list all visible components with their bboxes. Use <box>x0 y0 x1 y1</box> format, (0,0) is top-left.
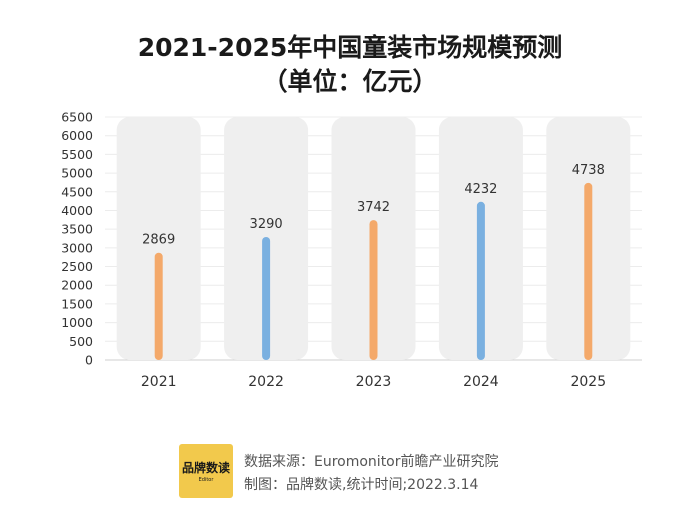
x-tick-label: 2025 <box>570 374 606 390</box>
brand-logo: 品牌数读 Editor <box>179 444 233 498</box>
x-tick-label: 2021 <box>141 374 177 390</box>
chart-title: 2021-2025年中国童装市场规模预测 <box>137 33 563 62</box>
source-note: 数据来源：Euromonitor前瞻产业研究院 <box>244 454 499 470</box>
y-tick-label: 6000 <box>61 128 93 143</box>
y-tick-label: 4500 <box>61 184 93 199</box>
y-tick-label: 2500 <box>61 259 93 274</box>
bar <box>584 182 593 360</box>
data-label: 3742 <box>357 200 390 215</box>
y-tick-label: 6500 <box>61 110 93 125</box>
y-tick-label: 500 <box>69 334 93 349</box>
data-label: 2869 <box>142 233 175 248</box>
bar <box>262 237 271 360</box>
y-tick-label: 0 <box>85 353 93 368</box>
y-tick-label: 1000 <box>61 315 93 330</box>
y-tick-label: 2000 <box>61 278 93 293</box>
x-tick-label: 2024 <box>463 374 499 390</box>
x-tick-label: 2022 <box>248 374 284 390</box>
y-tick-label: 1500 <box>61 296 93 311</box>
y-tick-label: 5000 <box>61 166 93 181</box>
bar <box>476 201 485 360</box>
brand-logo-text: 品牌数读 <box>181 461 230 475</box>
data-label: 4738 <box>572 163 605 178</box>
y-tick-label: 5500 <box>61 147 93 162</box>
brand-logo-subtext: Editor <box>198 477 214 483</box>
chart-subtitle: （单位：亿元） <box>262 67 438 96</box>
y-tick-label: 3000 <box>61 240 93 255</box>
y-tick-label: 4000 <box>61 203 93 218</box>
bar-chart: 0 500 1000 1500 2000 2500 3000 3500 4000 4500 5000… <box>61 110 642 390</box>
bar <box>154 252 163 360</box>
credit-note: 制图：品牌数读,统计时间;2022.3.14 <box>244 477 479 493</box>
x-tick-label: 2023 <box>356 374 392 390</box>
bar-background-panel <box>116 117 201 360</box>
bar <box>369 220 378 360</box>
data-label: 4232 <box>464 182 497 197</box>
y-tick-label: 3500 <box>61 222 93 237</box>
data-label: 3290 <box>250 217 283 232</box>
